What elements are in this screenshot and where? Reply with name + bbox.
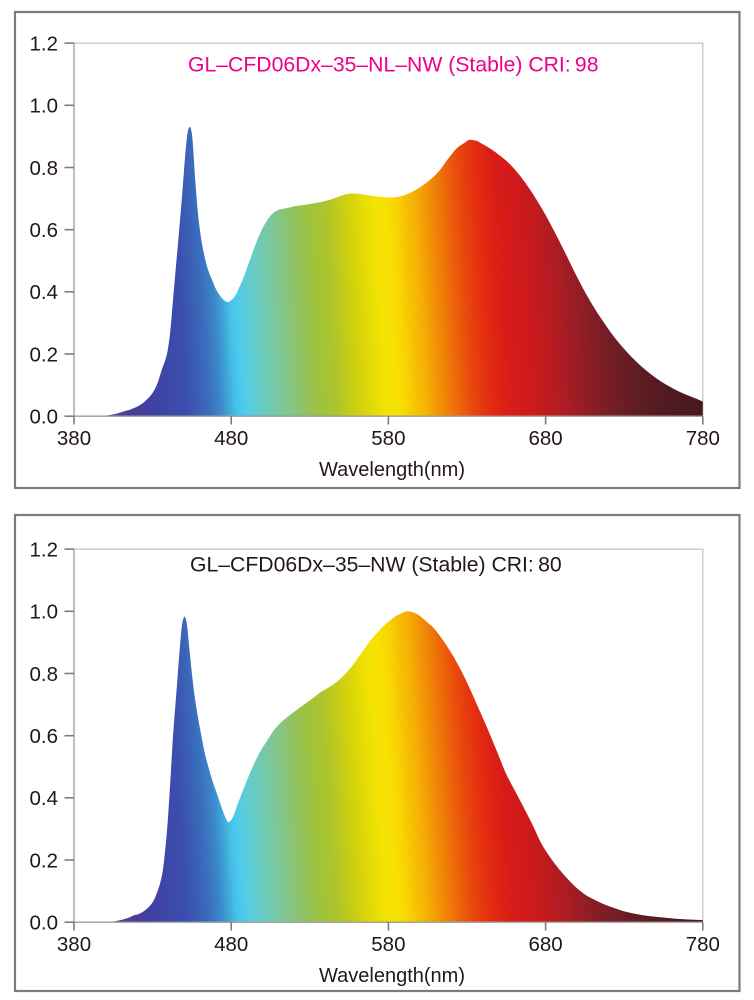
svg-text:0.8: 0.8 [30, 663, 59, 686]
svg-text:Wavelength(nm): Wavelength(nm) [319, 459, 465, 481]
svg-text:0.4: 0.4 [30, 787, 59, 810]
svg-text:1.2: 1.2 [30, 33, 59, 56]
svg-text:1.0: 1.0 [30, 95, 59, 118]
svg-text:680: 680 [528, 933, 562, 956]
svg-text:0.6: 0.6 [30, 725, 59, 748]
svg-text:480: 480 [214, 427, 248, 450]
svg-text:1.2: 1.2 [30, 539, 59, 562]
svg-text:380: 380 [57, 427, 91, 450]
svg-text:0.6: 0.6 [30, 219, 59, 242]
svg-text:680: 680 [528, 427, 562, 450]
svg-text:0.0: 0.0 [30, 912, 59, 935]
svg-text:GL–CFD06Dx–35–NL–NW (Stable) C: GL–CFD06Dx–35–NL–NW (Stable) CRI: 98 [188, 54, 599, 77]
svg-text:0.0: 0.0 [30, 406, 59, 429]
svg-text:780: 780 [686, 933, 720, 956]
svg-text:580: 580 [371, 933, 405, 956]
svg-text:0.4: 0.4 [30, 281, 59, 304]
svg-text:580: 580 [371, 427, 405, 450]
svg-text:0.8: 0.8 [30, 157, 59, 180]
svg-text:780: 780 [686, 427, 720, 450]
svg-text:380: 380 [57, 933, 91, 956]
svg-text:480: 480 [214, 933, 248, 956]
svg-text:0.2: 0.2 [30, 343, 59, 366]
svg-text:GL–CFD06Dx–35–NW (Stable) CRI:: GL–CFD06Dx–35–NW (Stable) CRI: 80 [190, 554, 562, 577]
svg-text:1.0: 1.0 [30, 601, 59, 624]
svg-text:0.2: 0.2 [30, 849, 59, 872]
svg-text:Wavelength(nm): Wavelength(nm) [319, 965, 465, 987]
